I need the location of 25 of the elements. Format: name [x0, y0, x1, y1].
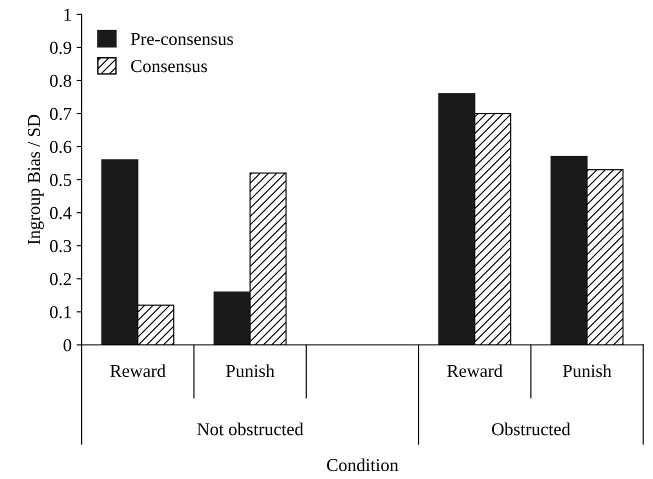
y-tick-label: 1 — [64, 8, 71, 21]
x-tick-label: Reward — [447, 364, 503, 378]
bar — [438, 93, 476, 345]
y-tick-label: 0.3 — [50, 240, 72, 252]
y-tick-label: 0.6 — [50, 140, 72, 154]
y-tick-label: 0 — [64, 339, 72, 352]
bar — [214, 291, 251, 345]
bar — [101, 159, 138, 345]
text: Obstructed — [492, 422, 570, 436]
y-axis-title: Ingroup Bias / SD — [28, 114, 44, 244]
y-tick-label: 0.1 — [50, 306, 71, 318]
x-tick-label: Punish — [226, 364, 274, 378]
y-tick-label: 0.2 — [50, 273, 71, 286]
y-tick-label: 0.9 — [50, 42, 72, 54]
x-tick-label: Punish — [562, 364, 612, 378]
y-tick-label: 0.8 — [50, 74, 72, 87]
y-tick-label: 0.4 — [50, 206, 72, 220]
text: Not obstructed — [197, 422, 304, 436]
y-tick-label: 0.5 — [50, 174, 72, 186]
bar — [550, 156, 588, 345]
x-tick-label: Reward — [110, 364, 166, 378]
legend-label: Consensus — [131, 60, 207, 72]
y-tick-label: 0.7 — [50, 108, 72, 120]
legend-label: Pre-consensus — [130, 33, 234, 46]
x-axis-title: Condition — [327, 458, 398, 472]
